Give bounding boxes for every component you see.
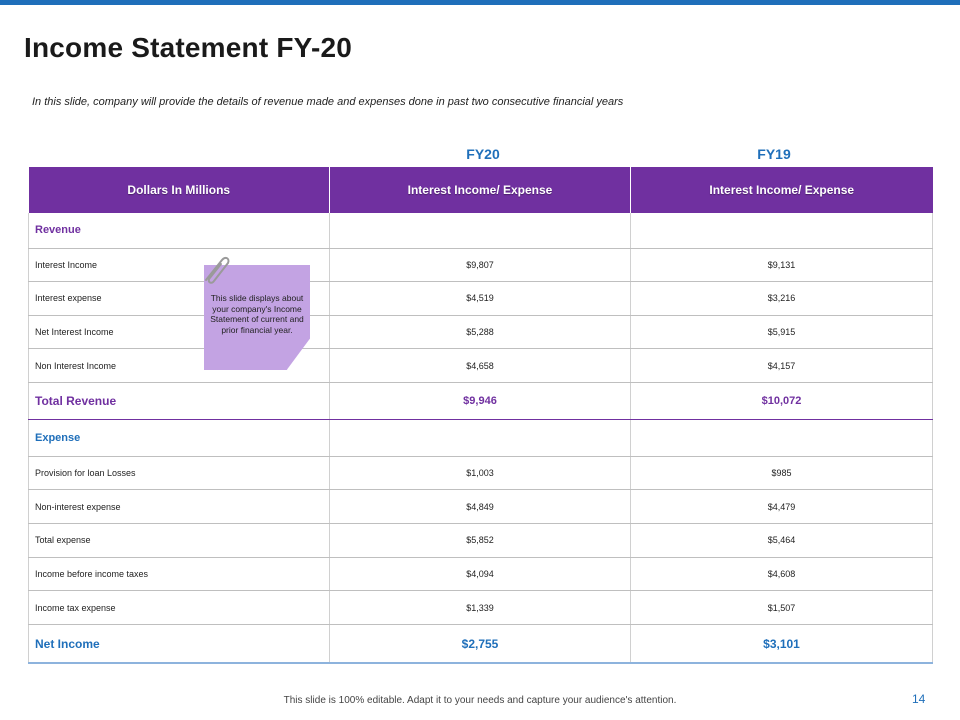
- total-revenue-fy19: $10,072: [630, 381, 933, 420]
- fy19-value: $9,131: [630, 248, 933, 283]
- year-label-fy20: FY20: [466, 146, 500, 162]
- footer-note: This slide is 100% editable. Adapt it to…: [283, 695, 677, 706]
- fy19-value: $4,479: [630, 489, 933, 525]
- net-income-fy19: $3,101: [630, 623, 933, 665]
- fy19-value: $5,464: [630, 523, 933, 558]
- row-label: Total expense: [28, 523, 330, 558]
- table-row: Provision for loan Losses $1,003 $985: [28, 456, 933, 491]
- fy19-value: $1,507: [630, 590, 933, 625]
- row-label: Income tax expense: [28, 590, 330, 625]
- net-income-row: Net Income $2,755 $3,101: [28, 623, 933, 665]
- header-fy19-interest: Interest Income/ Expense: [630, 167, 933, 213]
- sticky-note: [204, 265, 310, 370]
- paperclip-icon: [205, 256, 230, 284]
- year-label-fy19: FY19: [757, 146, 791, 162]
- income-statement-table: Dollars In Millions Interest Income/ Exp…: [28, 167, 933, 665]
- header-fy20-interest: Interest Income/ Expense: [329, 167, 631, 213]
- fy20-value: $4,094: [329, 557, 631, 592]
- table-row: Interest Income $9,807 $9,131: [28, 248, 933, 283]
- table-row: Income before income taxes $4,094 $4,608: [28, 557, 933, 592]
- table-row: Income tax expense $1,339 $1,507: [28, 590, 933, 625]
- row-label: Provision for loan Losses: [28, 456, 330, 491]
- sticky-note-text: This slide displays about your company's…: [210, 293, 304, 335]
- header-dollars-in-millions: Dollars In Millions: [28, 167, 330, 213]
- fy19-value: $5,915: [630, 315, 933, 350]
- table-header-row: Dollars In Millions Interest Income/ Exp…: [28, 167, 933, 213]
- total-revenue-label: Total Revenue: [28, 381, 330, 420]
- fy19-value: $3,216: [630, 281, 933, 316]
- slide-title: Income Statement FY-20: [24, 32, 353, 63]
- fy20-value: $4,658: [329, 348, 631, 383]
- total-revenue-row: Total Revenue $9,946 $10,072: [28, 381, 933, 420]
- fy20-value: $4,519: [329, 281, 631, 316]
- row-label: Income before income taxes: [28, 557, 330, 592]
- section-row-revenue: Revenue: [28, 213, 933, 249]
- top-accent-bar: [0, 0, 960, 5]
- fy20-value: $1,339: [329, 590, 631, 625]
- fy19-value: $4,608: [630, 557, 933, 592]
- fy19-value: $985: [630, 456, 933, 491]
- fy20-value: $9,807: [329, 248, 631, 283]
- section-label-expense: Expense: [28, 419, 330, 457]
- net-income-fy20: $2,755: [329, 623, 631, 665]
- fy20-value: $5,288: [329, 315, 631, 350]
- fy20-value: $1,003: [329, 456, 631, 491]
- table-row: Non Interest Income $4,658 $4,157: [28, 348, 933, 383]
- fy20-value: $5,852: [329, 523, 631, 558]
- total-revenue-fy20: $9,946: [329, 381, 631, 420]
- table-row: Interest expense $4,519 $3,216: [28, 281, 933, 316]
- table-row: Net Interest Income $5,288 $5,915: [28, 315, 933, 350]
- section-row-expense: Expense: [28, 419, 933, 457]
- net-income-label: Net Income: [28, 623, 330, 665]
- table-row: Total expense $5,852 $5,464: [28, 523, 933, 558]
- slide-subtitle: In this slide, company will provide the …: [32, 96, 624, 108]
- table-row: Non-interest expense $4,849 $4,479: [28, 489, 933, 525]
- section-label-revenue: Revenue: [28, 213, 330, 249]
- page-number: 14: [912, 692, 926, 706]
- fy20-value: $4,849: [329, 489, 631, 525]
- fy19-value: $4,157: [630, 348, 933, 383]
- row-label: Non-interest expense: [28, 489, 330, 525]
